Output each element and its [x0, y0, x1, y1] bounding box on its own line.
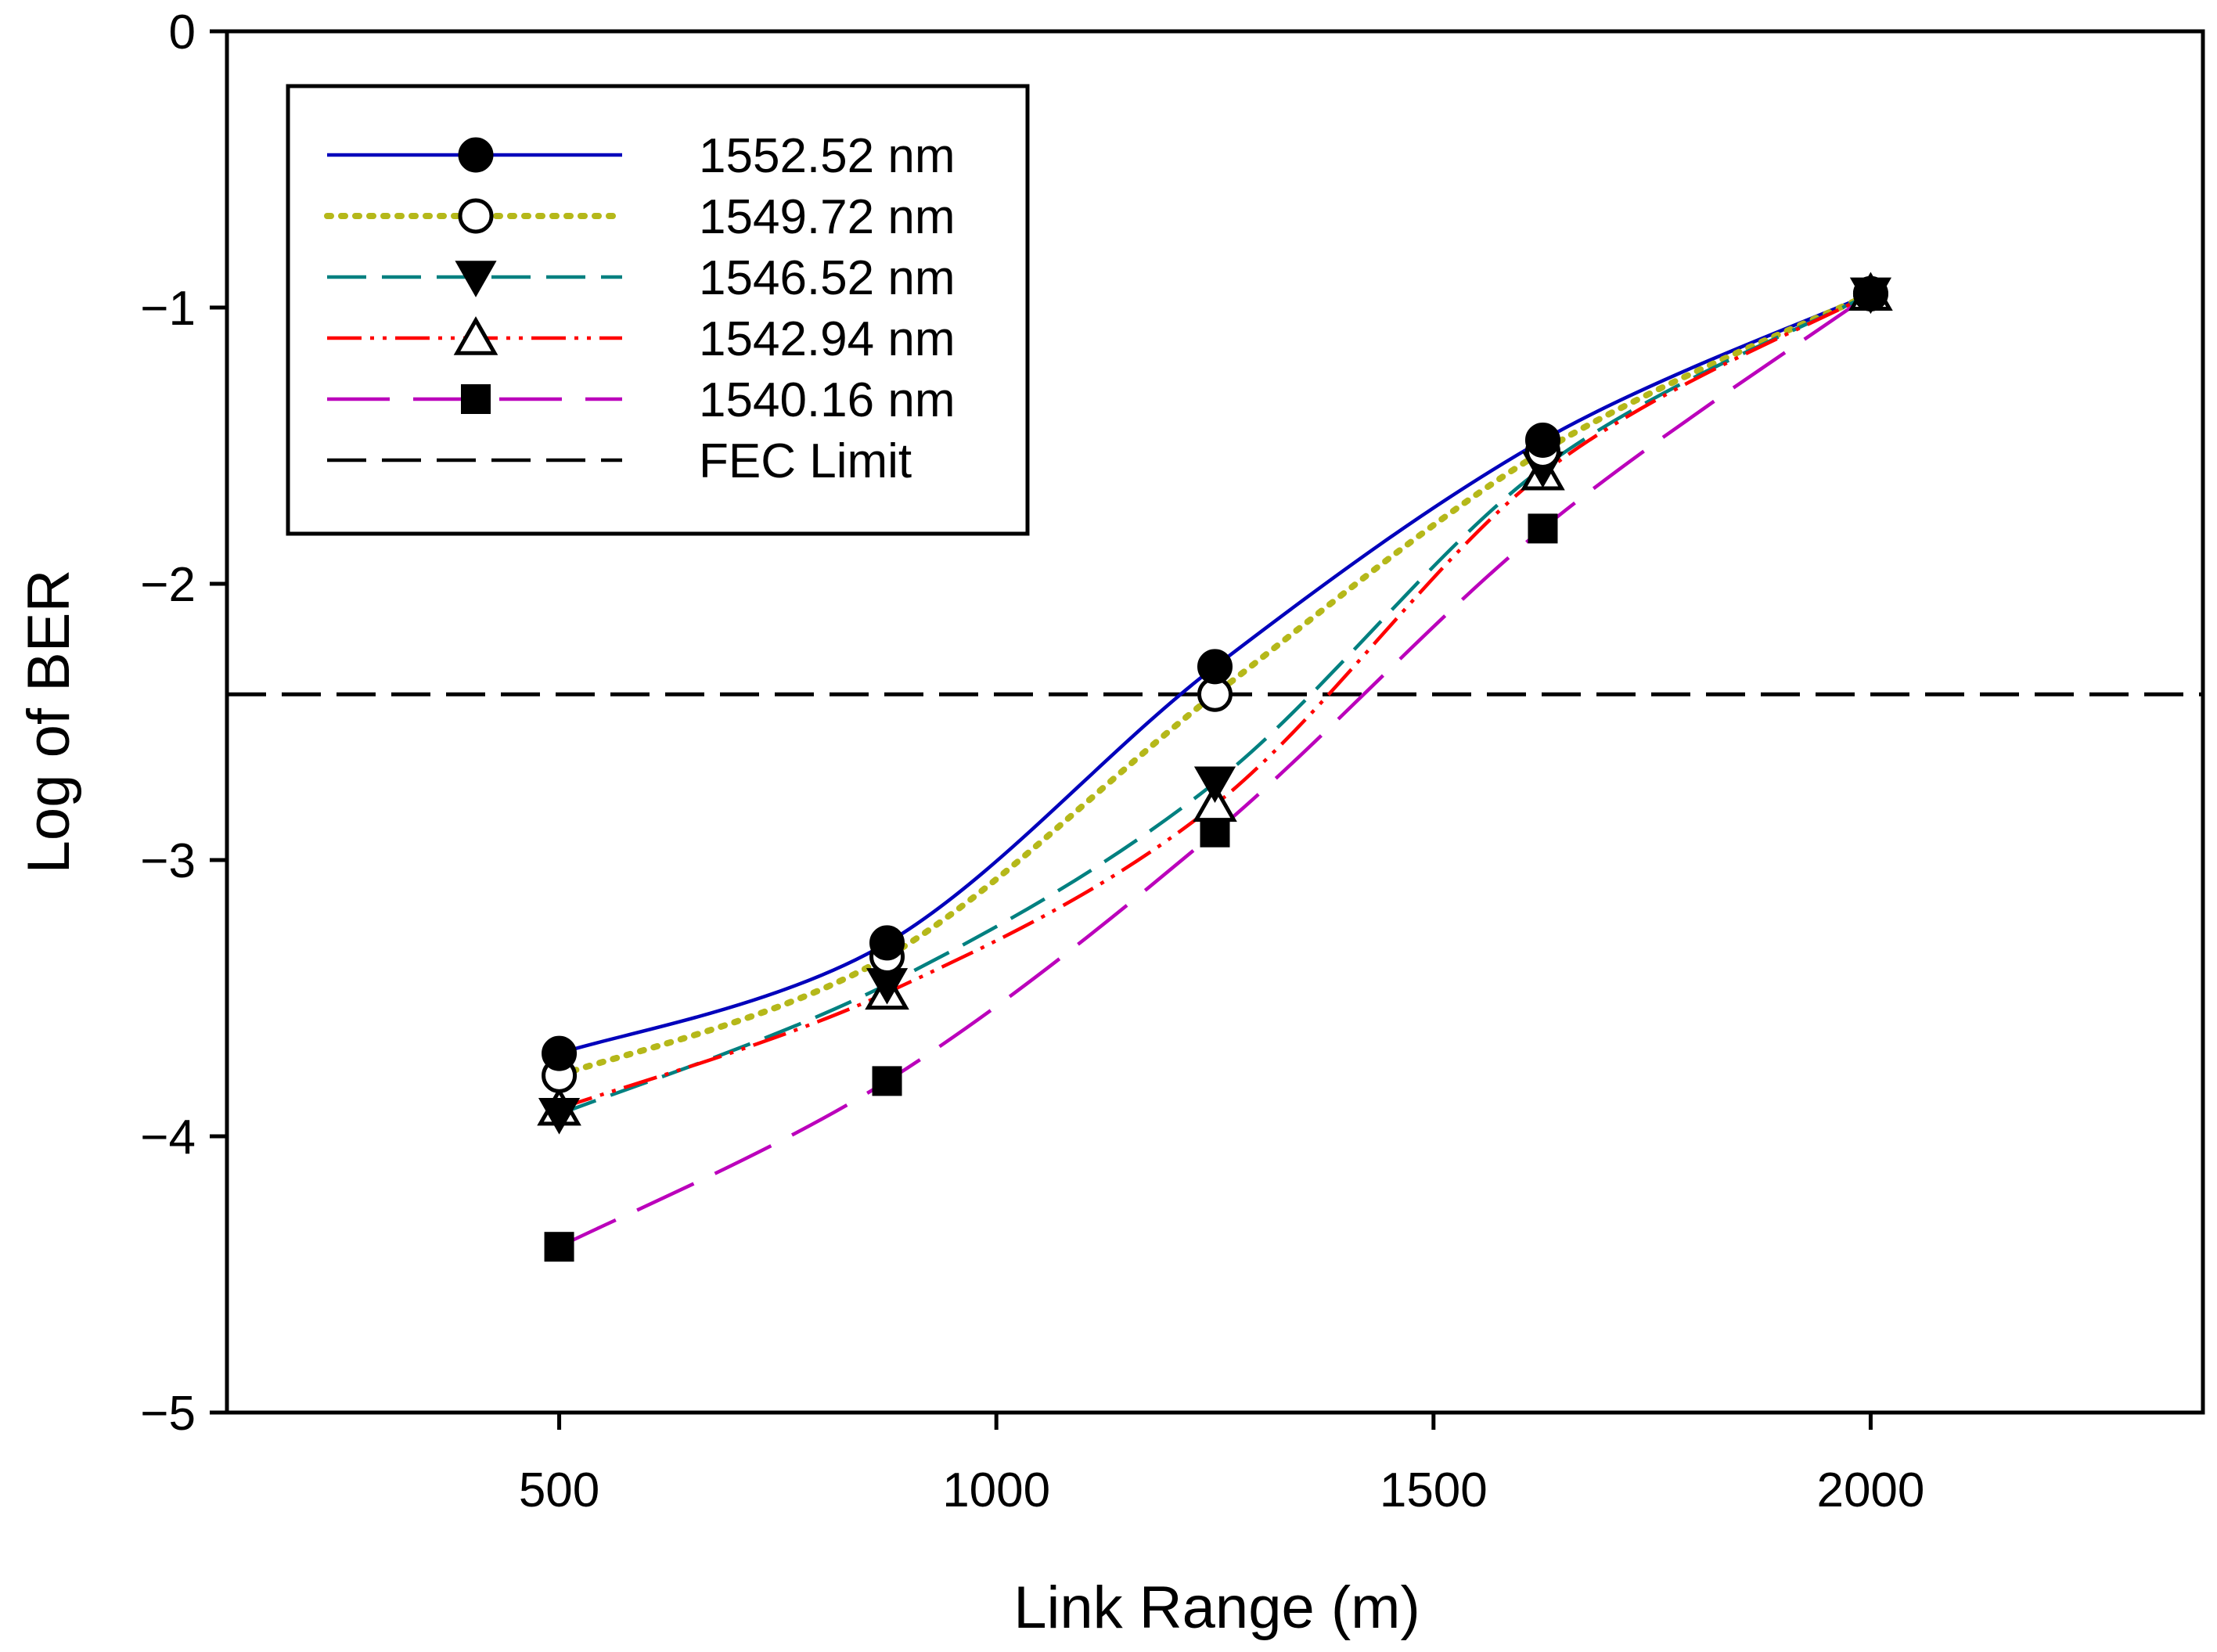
legend-marker — [461, 384, 491, 414]
x-axis-label: Link Range (m) — [1013, 1575, 1420, 1641]
series-markers — [537, 272, 1893, 1262]
legend-label: 1540.16 nm — [699, 373, 955, 427]
data-point — [1528, 513, 1558, 544]
x-tick-label: 500 — [519, 1463, 599, 1517]
legend-label: 1549.72 nm — [699, 190, 955, 244]
y-tick-label: −3 — [140, 834, 196, 888]
legend-label: 1542.94 nm — [699, 312, 955, 366]
x-axis-ticks: 500 1000 1500 2000 — [519, 1413, 1924, 1517]
legend: 1552.52 nm 1549.72 nm 1546.52 nm 1542.94 nm… — [286, 84, 1030, 536]
data-point — [1852, 275, 1888, 311]
y-tick-label: 0 — [169, 5, 196, 59]
data-point — [1193, 783, 1237, 822]
x-tick-label: 1000 — [942, 1463, 1050, 1517]
legend-label: 1552.52 nm — [699, 129, 955, 183]
data-point — [869, 925, 905, 961]
legend-marker — [455, 261, 497, 297]
data-point — [538, 1098, 581, 1135]
legend-label: 1546.52 nm — [699, 251, 955, 305]
data-point — [1193, 766, 1236, 803]
data-point — [542, 1035, 578, 1071]
y-tick-label: −5 — [140, 1387, 196, 1441]
y-tick-label: −2 — [140, 558, 196, 612]
legend-marker — [458, 137, 494, 173]
legend-marker — [458, 198, 494, 234]
y-axis-label: Log of BER — [16, 570, 82, 874]
legend-label: FEC Limit — [699, 434, 912, 488]
plot-frame — [225, 29, 2205, 1415]
y-tick-label: −4 — [140, 1110, 196, 1164]
series-line — [556, 290, 1874, 1079]
y-axis-ticks: 0 −1 −2 −3 −4 −5 — [140, 5, 227, 1441]
x-tick-label: 1500 — [1380, 1463, 1488, 1517]
legend-marker — [453, 316, 498, 355]
data-point — [872, 1066, 902, 1096]
data-point — [544, 1232, 574, 1262]
data-point — [1200, 817, 1230, 848]
y-tick-label: −1 — [140, 282, 196, 336]
x-tick-label: 2000 — [1816, 1463, 1924, 1517]
data-point — [1197, 649, 1233, 685]
data-point — [1524, 422, 1560, 458]
